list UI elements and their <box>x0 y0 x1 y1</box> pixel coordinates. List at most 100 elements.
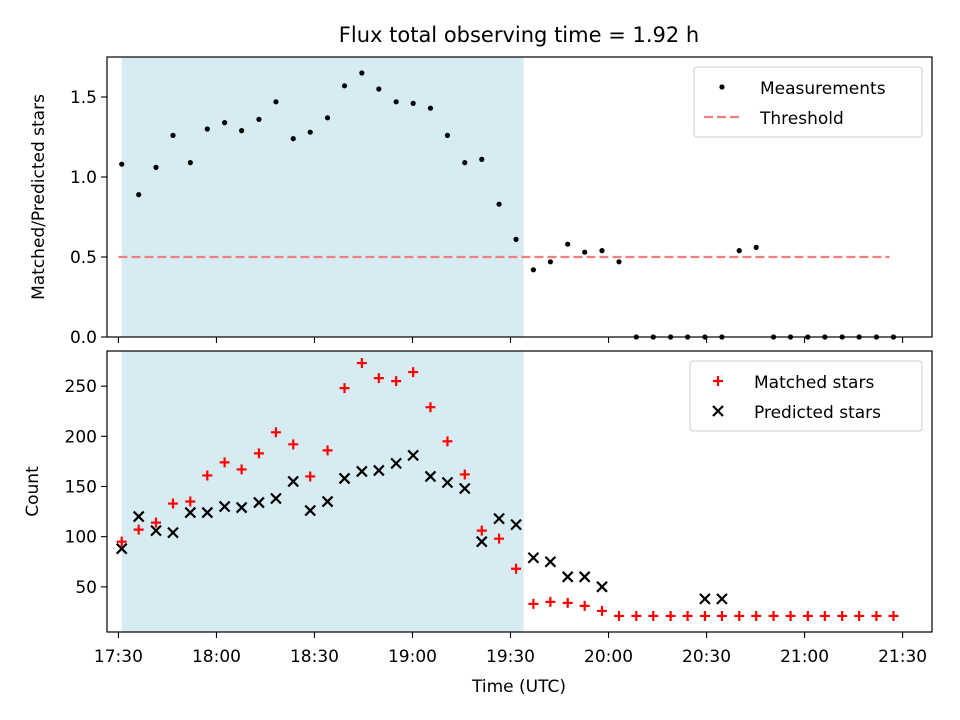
data-point <box>236 464 247 475</box>
data-point <box>753 244 759 250</box>
x-tick-label: 20:00 <box>584 647 633 667</box>
data-point <box>510 518 522 531</box>
legend-entry: Threshold <box>704 109 844 129</box>
ratio-y-ticks: 0.0 0.5 1.0 1.5 <box>70 88 107 348</box>
data-point <box>115 542 128 555</box>
count-x-ticks: 17:30 18:00 18:30 19:00 19:30 20:00 20:30 21:00… <box>94 632 927 667</box>
data-point <box>716 610 727 621</box>
data-point <box>288 439 299 450</box>
data-point <box>496 201 502 207</box>
data-point <box>476 525 487 536</box>
data-point <box>305 471 316 482</box>
data-point <box>185 496 196 507</box>
data-point <box>597 605 607 616</box>
x-tick-label: 21:00 <box>780 647 829 667</box>
ratio-plot-frame <box>106 56 933 338</box>
data-point <box>132 510 145 523</box>
legend-swatch <box>713 376 723 386</box>
data-point <box>359 70 365 76</box>
legend-swatch <box>712 405 724 417</box>
x-tick-label: 19:00 <box>388 647 437 667</box>
data-point <box>167 526 179 539</box>
count-plot-frame <box>106 350 933 633</box>
data-point <box>119 161 125 167</box>
data-point <box>287 475 300 488</box>
y-tick-label: 1.0 <box>70 168 97 188</box>
legend-entry: Predicted stars <box>712 403 881 423</box>
data-point <box>136 192 142 198</box>
data-point <box>356 358 367 369</box>
ratio-x-ticks <box>117 337 904 343</box>
y-tick-label: 0.0 <box>70 328 97 348</box>
data-point <box>393 99 399 105</box>
count-panel: Count 50 100 150 200 250 17:30 18:00 18:30 19:0… <box>23 350 933 667</box>
data-point <box>235 501 248 514</box>
ratio-legend: Measurements Threshold <box>693 66 923 138</box>
data-point <box>459 469 470 480</box>
x-tick-label: 20:30 <box>682 647 731 667</box>
data-point <box>239 128 245 134</box>
data-point <box>582 249 588 255</box>
data-point <box>682 610 693 621</box>
data-point <box>219 457 230 468</box>
count-y-ticks: 50 100 150 200 250 <box>65 377 107 598</box>
data-point <box>304 504 317 517</box>
data-point <box>324 115 331 121</box>
data-point <box>322 445 333 456</box>
data-point <box>837 610 848 621</box>
x-tick-label: 19:30 <box>486 647 535 667</box>
data-point <box>222 120 228 126</box>
count-legend-box <box>689 360 923 432</box>
x-axis-label: Time (UTC) <box>471 677 566 697</box>
y-tick-label: 50 <box>75 578 97 598</box>
data-point <box>854 610 865 621</box>
data-point <box>631 610 642 621</box>
data-point <box>596 581 608 593</box>
data-point <box>151 517 162 528</box>
data-point <box>699 593 711 605</box>
data-point <box>290 136 296 142</box>
data-point <box>168 498 178 509</box>
data-point <box>427 105 434 111</box>
data-point <box>802 610 813 621</box>
data-point <box>699 610 710 621</box>
count-y-axis-label: Count <box>23 466 43 517</box>
data-point <box>479 156 485 162</box>
data-point <box>768 610 779 621</box>
data-point <box>390 457 402 470</box>
data-point <box>410 100 416 106</box>
legend-label: Predicted stars <box>754 403 881 423</box>
data-point <box>133 524 144 535</box>
ratio-legend-box <box>693 66 923 138</box>
data-point <box>307 129 313 135</box>
data-point <box>424 470 437 483</box>
data-point <box>373 373 384 384</box>
data-point <box>256 116 262 122</box>
ratio-panel: Matched/Predicted stars 0.0 0.5 1.0 1.5 Mea… <box>29 56 933 348</box>
x-tick-label: 18:00 <box>192 647 241 667</box>
data-point <box>170 132 176 138</box>
data-point <box>648 610 659 621</box>
data-point <box>253 448 264 459</box>
x-tick-label: 18:30 <box>290 647 339 667</box>
data-point <box>270 492 282 505</box>
legend-swatch <box>719 84 725 90</box>
data-point <box>338 472 351 485</box>
data-point <box>391 376 402 387</box>
data-point <box>562 597 573 608</box>
data-point <box>356 465 368 478</box>
observing-window-span <box>121 57 524 337</box>
data-point <box>819 610 830 621</box>
data-point <box>341 83 348 89</box>
y-tick-label: 150 <box>65 477 97 497</box>
data-point <box>116 536 127 547</box>
count-legend: Matched stars Predicted stars <box>689 360 923 432</box>
legend-entry: Measurements <box>719 79 886 99</box>
data-point <box>888 610 899 621</box>
data-point <box>545 596 556 607</box>
data-point <box>511 563 522 574</box>
ratio-y-axis-label: Matched/Predicted stars <box>29 94 49 300</box>
data-point <box>321 495 334 508</box>
data-point <box>736 248 742 254</box>
